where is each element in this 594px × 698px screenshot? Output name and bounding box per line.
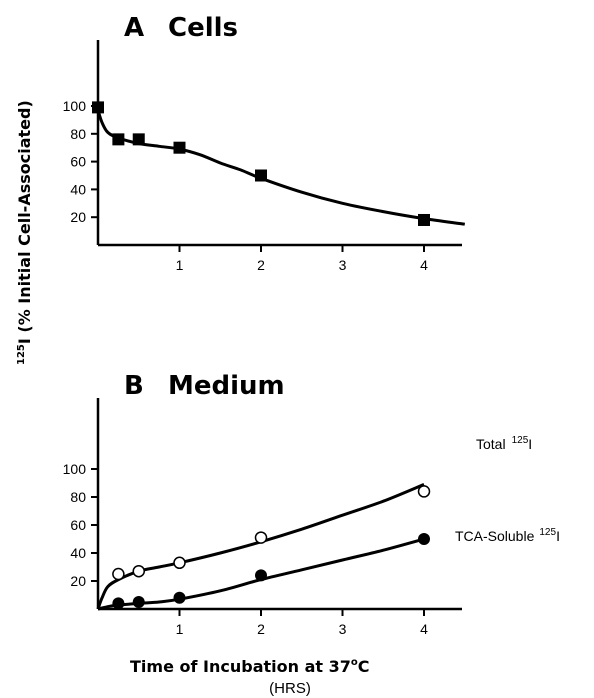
- y-axis-label: 125I (% Initial Cell-Associated): [15, 100, 34, 365]
- data-point-square: [173, 141, 186, 154]
- series-line-total: [96, 483, 425, 610]
- x-axis-unit: (HRS): [269, 680, 311, 697]
- x-tick-label: 3: [339, 621, 347, 637]
- x-tick-label: 4: [420, 621, 428, 637]
- y-axis-label-sup: 125: [16, 344, 27, 365]
- data-point-square: [132, 133, 145, 146]
- legend-tca-name: TCA-Soluble: [455, 528, 535, 544]
- data-point-open-circle: [417, 485, 431, 498]
- y-tick-label: 100: [63, 461, 87, 477]
- panel-b-letter: B: [124, 371, 144, 401]
- x-tick-label: 4: [420, 257, 428, 273]
- y-tick-label: 60: [70, 154, 86, 170]
- y-tick-label: 80: [70, 489, 86, 505]
- data-point-filled-circle: [112, 597, 125, 610]
- legend-tca: TCA-Soluble 125I: [455, 527, 560, 544]
- data-point-open-circle: [254, 531, 268, 544]
- panel-a-axes: 20 40 60 80 100 1 2 3 4: [63, 40, 462, 273]
- x-tick-label: 2: [257, 257, 265, 273]
- data-point-square: [112, 133, 125, 146]
- y-tick-label: 100: [63, 98, 87, 114]
- legend-tca-sup: 125: [539, 527, 556, 538]
- x-tick-label: 1: [176, 621, 184, 637]
- data-point-open-circle: [132, 564, 145, 578]
- panel-a-cells: A Cells 20 40 60 80 100 1 2 3 4: [63, 13, 466, 273]
- panel-b-markers: [112, 485, 431, 610]
- legend-total-name: Total: [476, 436, 506, 452]
- panel-a-curves: [96, 109, 466, 226]
- data-point-filled-circle: [255, 569, 267, 582]
- legend-total-tail: I: [528, 436, 532, 452]
- x-axis-label-deg: o: [351, 657, 358, 668]
- y-tick-label: 40: [70, 181, 86, 197]
- x-tick-label: 3: [339, 257, 347, 273]
- panel-b-axes: 20 40 60 80 100 1 2 3 4: [63, 398, 462, 637]
- data-point-square: [418, 213, 430, 226]
- data-point-open-circle: [112, 567, 125, 581]
- data-point-filled-circle: [173, 591, 186, 604]
- legend-tca-tail: I: [556, 528, 560, 544]
- x-axis-label: Time of Incubation at 37oC: [130, 657, 369, 676]
- panel-a-title: Cells: [168, 13, 238, 43]
- y-tick-label: 60: [70, 517, 86, 533]
- y-tick-label: 80: [70, 126, 86, 142]
- series-line-cells: [96, 109, 466, 226]
- x-tick-label: 1: [176, 257, 184, 273]
- data-point-filled-circle: [132, 596, 145, 608]
- data-point-square: [92, 101, 104, 114]
- panel-a-markers: [92, 101, 430, 226]
- panel-b-curves: [96, 483, 425, 611]
- y-tick-label: 20: [70, 209, 86, 225]
- y-tick-label: 40: [70, 545, 86, 561]
- x-axis-label-tail: C: [358, 657, 370, 676]
- data-point-filled-circle: [418, 533, 430, 545]
- y-tick-label: 20: [70, 573, 86, 589]
- x-axis-label-main: Time of Incubation at 37: [130, 657, 351, 676]
- panel-b-title: Medium: [168, 371, 285, 401]
- x-tick-label: 2: [257, 621, 265, 637]
- data-point-open-circle: [173, 556, 186, 570]
- legend-total-sup: 125: [512, 435, 529, 446]
- panel-a-letter: A: [124, 13, 144, 43]
- y-axis-label-main: I (% Initial Cell-Associated): [15, 100, 34, 344]
- data-point-square: [255, 169, 267, 182]
- legend-total: Total 125I: [476, 435, 532, 452]
